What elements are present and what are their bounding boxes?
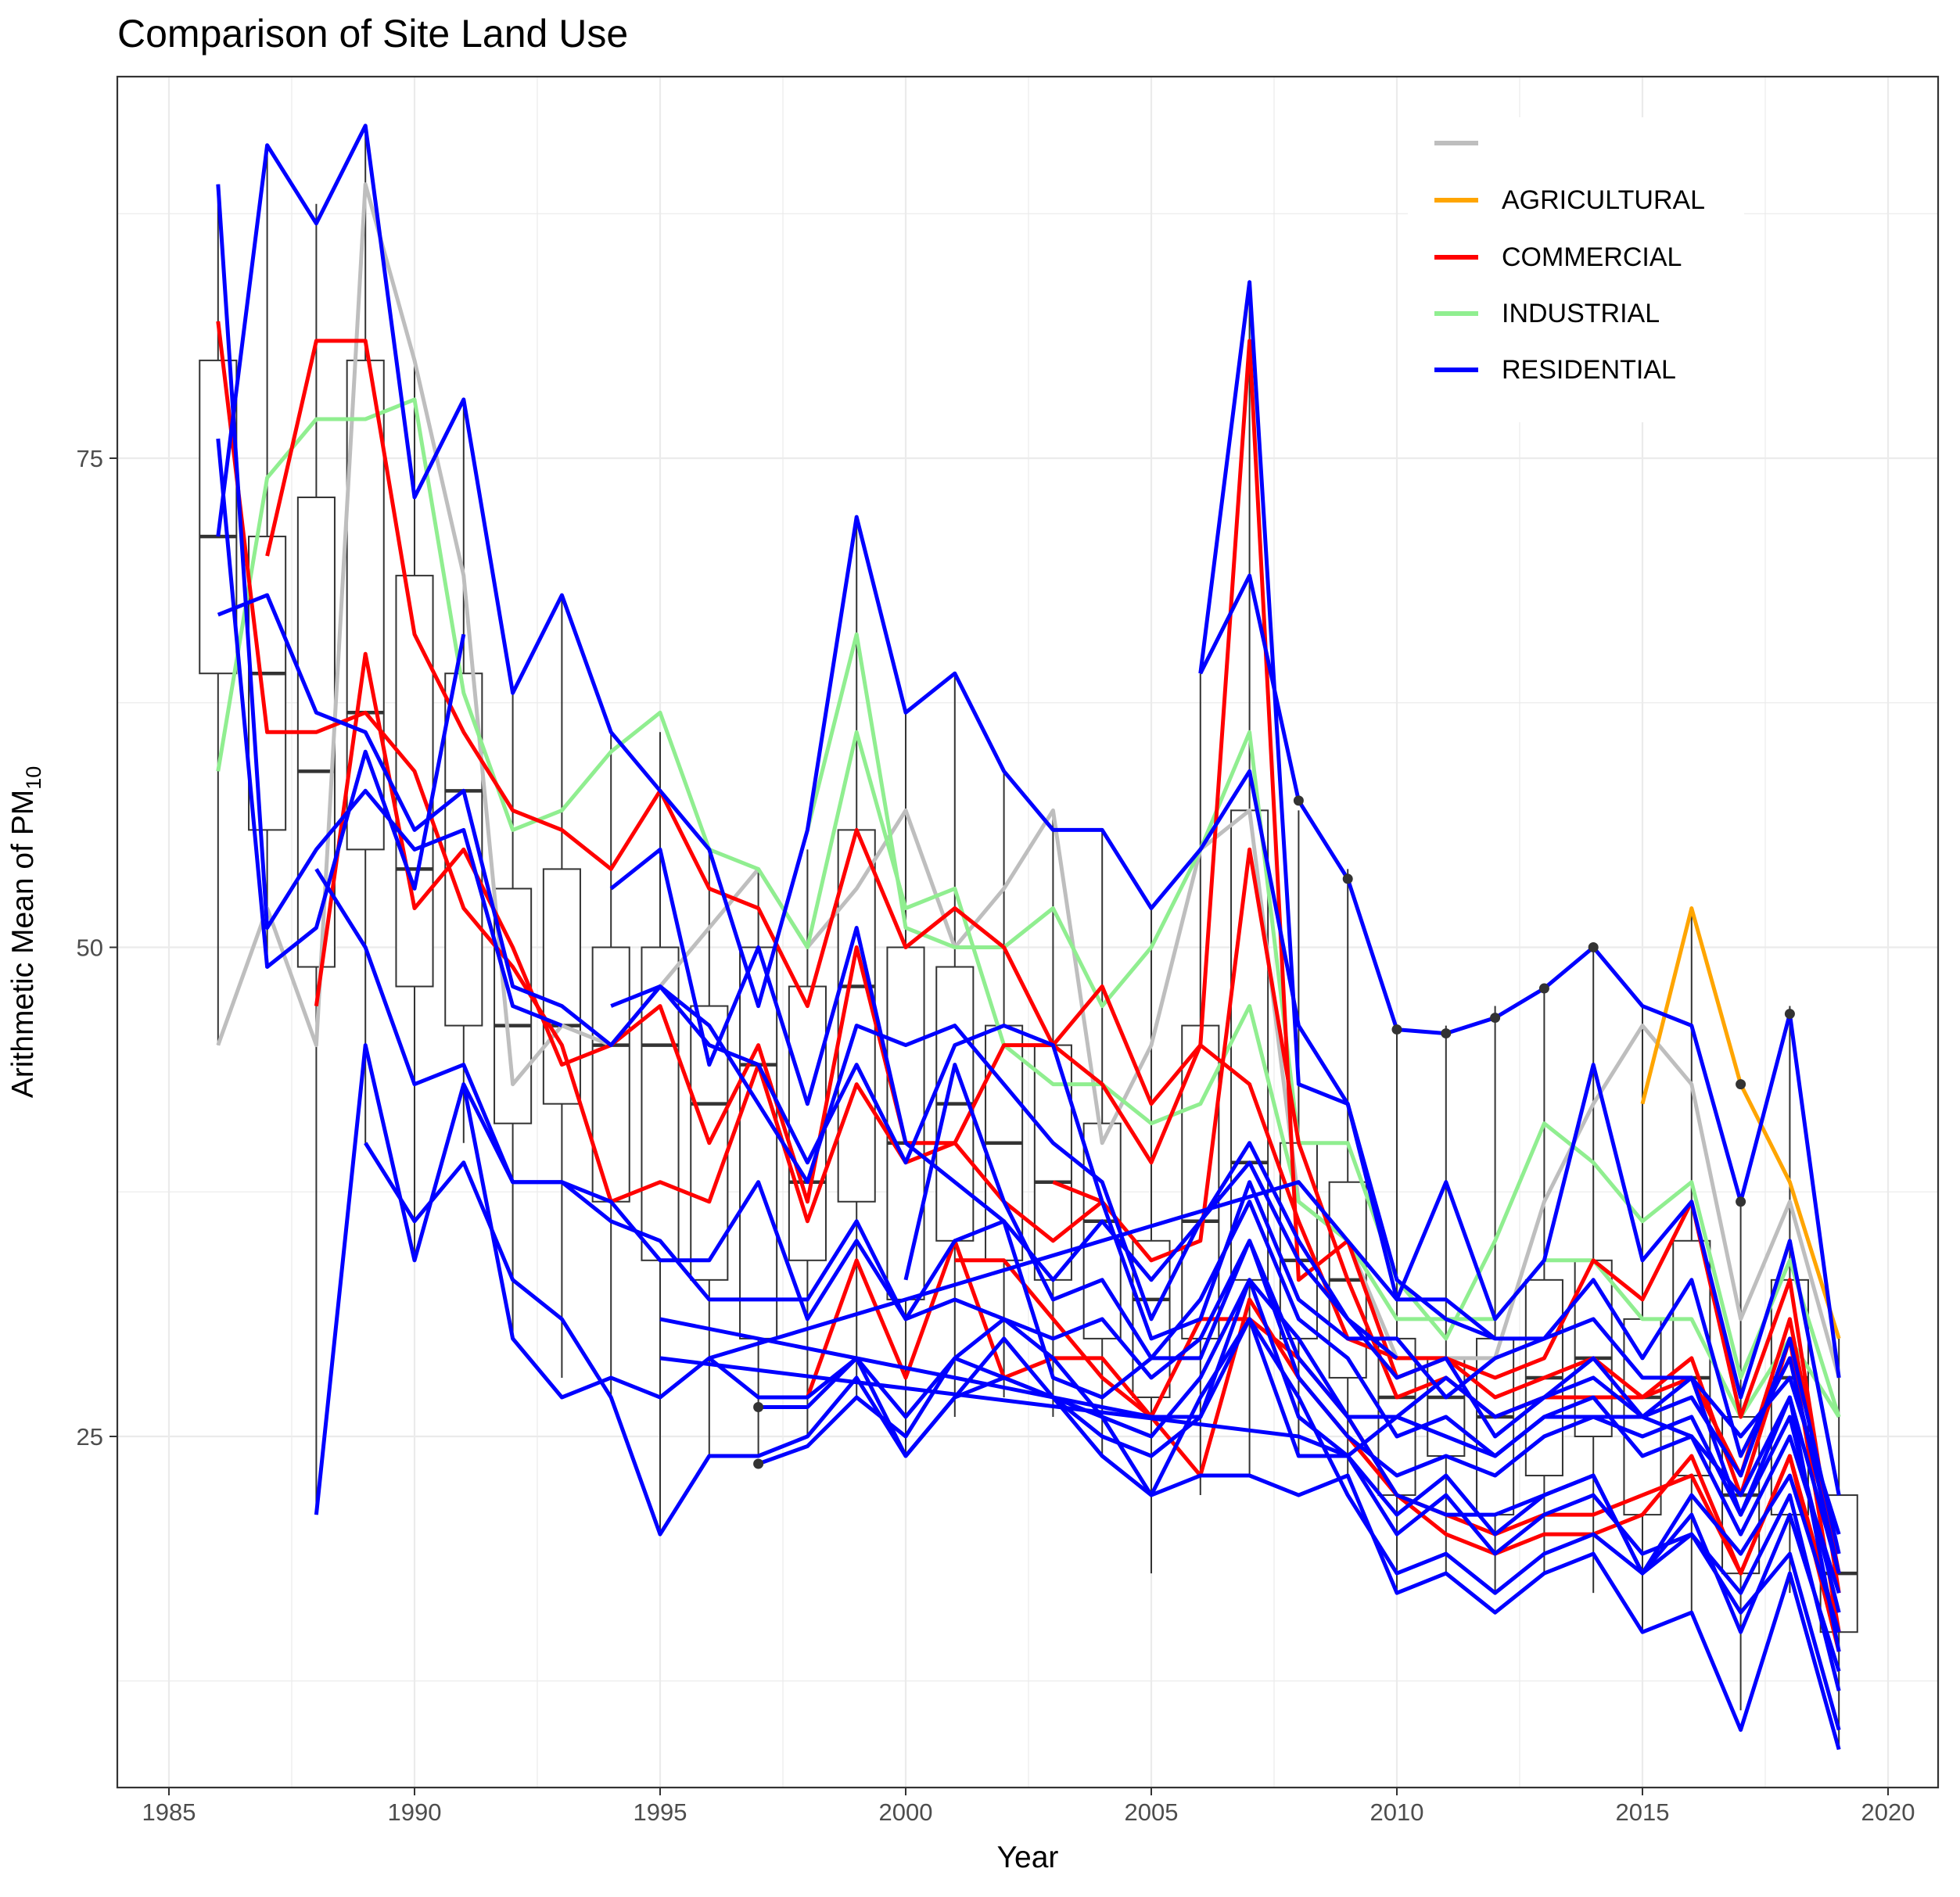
box <box>1574 1259 1613 1437</box>
outlier-point <box>1588 942 1599 952</box>
series-line-residential <box>461 1084 1841 1730</box>
series-line-residential <box>216 438 466 969</box>
series-line-residential <box>1198 573 1841 1379</box>
series-line-industrial <box>216 397 1841 1419</box>
outlier-point <box>1441 1028 1452 1039</box>
outlier-point <box>1538 983 1549 994</box>
legend: AGRICULTURAL COMMERCIAL INDUSTRIAL RESIDENT… <box>1408 117 1744 422</box>
y-axis-title: Arithmetic Mean of PM10 <box>6 766 45 1099</box>
box <box>248 536 287 831</box>
series-line-industrial <box>805 632 1841 1418</box>
y-tick-label: 75 <box>77 445 103 472</box>
box <box>886 946 925 1300</box>
y-axis-title-subscript: 10 <box>22 766 45 790</box>
x-tick-label: 1985 <box>142 1798 196 1826</box>
series-line-unlabeled <box>216 182 1841 1379</box>
x-tick-label: 1995 <box>634 1798 687 1826</box>
outlier-point <box>1391 1024 1402 1035</box>
series-line-residential <box>709 1180 1841 1535</box>
outlier-point <box>753 1458 764 1469</box>
outlier-point <box>1490 1013 1501 1024</box>
outlier-point <box>1736 1079 1746 1090</box>
box <box>542 868 581 1105</box>
x-tick-label: 2015 <box>1616 1798 1670 1826</box>
series-line-residential <box>659 1278 1841 1555</box>
box <box>788 985 827 1261</box>
outlier-points <box>753 795 1795 1469</box>
x-tick-label: 2000 <box>879 1798 933 1826</box>
series-line-residential <box>216 124 1496 1341</box>
x-tick-label: 2020 <box>1861 1798 1915 1826</box>
outlier-point <box>1342 873 1353 884</box>
series-line-residential <box>609 847 1841 1613</box>
x-tick-label: 2005 <box>1125 1798 1179 1826</box>
y-tick-label: 25 <box>77 1423 103 1451</box>
series-line-residential <box>757 1317 1841 1691</box>
series-lines <box>216 124 1841 1750</box>
legend-label: RESIDENTIAL <box>1502 355 1676 385</box>
legend-label: AGRICULTURAL <box>1502 185 1705 215</box>
y-axis: 25 50 75 <box>77 445 117 1451</box>
legend-label: COMMERCIAL <box>1502 242 1682 272</box>
panel-border <box>116 75 1940 1789</box>
x-axis-title: Year <box>997 1841 1059 1874</box>
series-line-residential <box>903 1063 1841 1594</box>
y-tick-label: 50 <box>77 934 103 962</box>
outlier-point <box>1784 1009 1795 1020</box>
x-tick-label: 2010 <box>1370 1798 1424 1826</box>
outlier-point <box>753 1401 764 1412</box>
series-line-residential <box>1198 280 1841 1496</box>
legend-label: INDUSTRIAL <box>1502 299 1660 328</box>
box <box>395 575 434 988</box>
x-axis: 1985 1990 1995 2000 2005 2010 2015 2020 <box>142 1788 1915 1826</box>
outlier-point <box>1293 795 1304 806</box>
chart-title: Comparison of Site Land Use <box>117 12 629 56</box>
series-line-commercial <box>314 339 1841 1594</box>
box <box>346 359 385 851</box>
outlier-point <box>1736 1196 1746 1207</box>
x-tick-label: 1990 <box>388 1798 442 1826</box>
y-axis-title-main: Arithmetic Mean of PM <box>6 790 40 1098</box>
